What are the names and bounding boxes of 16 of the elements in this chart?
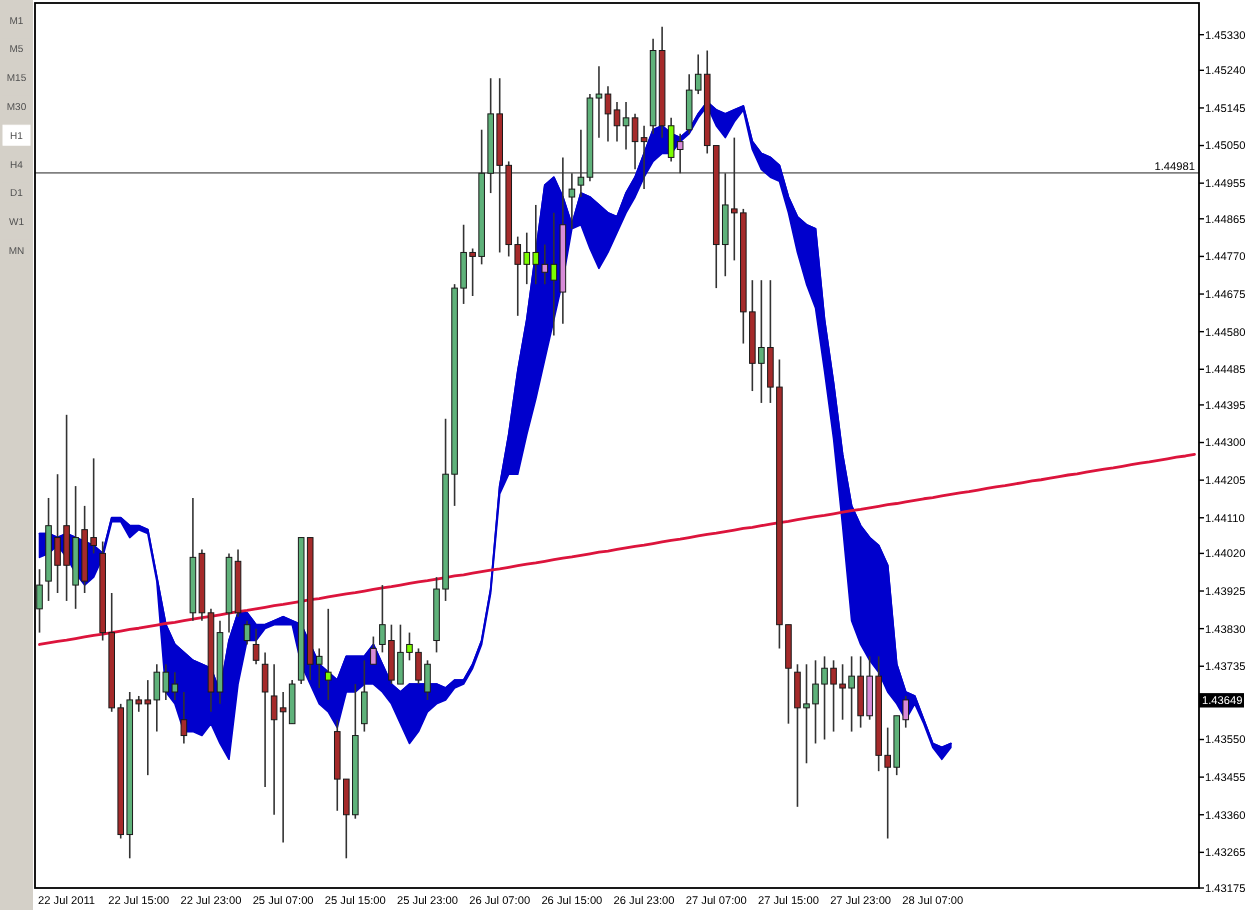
candlestick [676, 132, 684, 175]
line-series [38, 453, 1196, 646]
candlestick [252, 627, 260, 666]
candlestick [180, 691, 188, 745]
candlestick [370, 635, 377, 666]
candlestick [361, 659, 368, 733]
candlestick [243, 619, 251, 646]
candlestick [622, 101, 630, 151]
candlestick [261, 651, 269, 788]
candlestick [568, 172, 576, 230]
candlestick [640, 124, 648, 190]
candlestick [288, 679, 296, 725]
candlestick [36, 568, 43, 634]
candlestick [613, 101, 621, 143]
candlestick [324, 608, 332, 701]
candlestick [604, 85, 612, 143]
